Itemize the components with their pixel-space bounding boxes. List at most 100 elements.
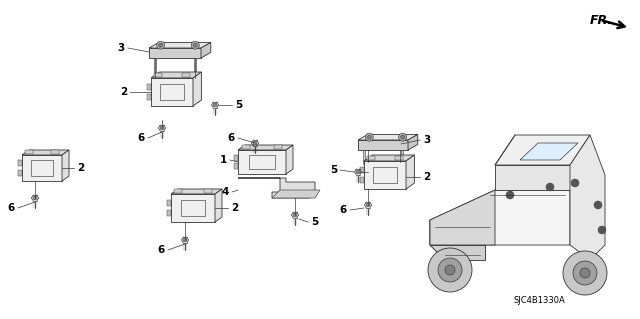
Polygon shape xyxy=(406,155,415,189)
Text: SJC4B1330A: SJC4B1330A xyxy=(513,296,565,305)
Polygon shape xyxy=(174,189,182,193)
Polygon shape xyxy=(430,190,495,245)
Circle shape xyxy=(183,238,187,242)
Polygon shape xyxy=(401,150,403,164)
Polygon shape xyxy=(149,48,201,58)
Polygon shape xyxy=(274,145,282,149)
Circle shape xyxy=(356,170,360,174)
Circle shape xyxy=(253,141,257,145)
Text: 2: 2 xyxy=(120,87,127,97)
Polygon shape xyxy=(25,150,33,154)
Polygon shape xyxy=(18,170,22,176)
Polygon shape xyxy=(238,145,293,150)
Circle shape xyxy=(33,196,37,200)
Polygon shape xyxy=(201,42,211,58)
Circle shape xyxy=(563,251,607,295)
Circle shape xyxy=(546,183,554,191)
Text: 3: 3 xyxy=(118,43,125,53)
Polygon shape xyxy=(395,156,403,160)
Circle shape xyxy=(598,226,606,234)
Polygon shape xyxy=(154,58,156,72)
Circle shape xyxy=(193,43,197,47)
Polygon shape xyxy=(242,145,250,149)
Circle shape xyxy=(213,103,217,107)
Polygon shape xyxy=(363,150,365,164)
Circle shape xyxy=(367,135,371,139)
Polygon shape xyxy=(495,135,590,165)
Text: 2: 2 xyxy=(231,203,238,213)
Polygon shape xyxy=(430,245,485,260)
Polygon shape xyxy=(204,189,212,193)
Circle shape xyxy=(365,133,373,141)
Polygon shape xyxy=(358,134,418,140)
Polygon shape xyxy=(147,94,151,100)
Polygon shape xyxy=(154,73,162,77)
Polygon shape xyxy=(194,58,196,72)
Circle shape xyxy=(445,265,455,275)
Circle shape xyxy=(473,208,481,216)
Polygon shape xyxy=(358,140,408,150)
Polygon shape xyxy=(234,163,238,169)
Circle shape xyxy=(159,43,163,47)
Polygon shape xyxy=(22,150,69,155)
Polygon shape xyxy=(238,178,315,198)
Text: 4: 4 xyxy=(221,187,229,197)
Circle shape xyxy=(399,133,406,141)
Text: 5: 5 xyxy=(330,165,337,175)
Polygon shape xyxy=(167,210,171,216)
Polygon shape xyxy=(171,189,222,194)
Polygon shape xyxy=(570,135,605,260)
Polygon shape xyxy=(360,167,364,173)
Text: 5: 5 xyxy=(311,217,318,227)
Polygon shape xyxy=(364,155,415,161)
Polygon shape xyxy=(238,150,286,174)
Text: 3: 3 xyxy=(423,135,430,145)
Circle shape xyxy=(580,268,590,278)
Polygon shape xyxy=(430,220,485,260)
Text: 6: 6 xyxy=(8,203,15,213)
Polygon shape xyxy=(151,72,202,78)
Polygon shape xyxy=(495,165,570,190)
Polygon shape xyxy=(193,72,202,106)
Text: 6: 6 xyxy=(157,245,165,255)
Circle shape xyxy=(571,179,579,187)
Circle shape xyxy=(157,41,164,49)
Polygon shape xyxy=(182,73,190,77)
Polygon shape xyxy=(167,200,171,206)
Polygon shape xyxy=(286,145,293,174)
Circle shape xyxy=(366,203,370,207)
Polygon shape xyxy=(51,150,60,154)
Polygon shape xyxy=(18,160,22,166)
Text: 6: 6 xyxy=(228,133,235,143)
Circle shape xyxy=(191,41,199,49)
Text: FR.: FR. xyxy=(590,13,613,26)
Circle shape xyxy=(160,126,164,130)
Polygon shape xyxy=(367,156,375,160)
Polygon shape xyxy=(520,143,578,160)
Circle shape xyxy=(573,261,597,285)
Text: 6: 6 xyxy=(340,205,347,215)
Polygon shape xyxy=(215,189,222,222)
Text: 5: 5 xyxy=(235,100,243,110)
Text: 2: 2 xyxy=(423,172,430,182)
Circle shape xyxy=(428,248,472,292)
Polygon shape xyxy=(364,161,406,189)
Polygon shape xyxy=(62,150,69,181)
Polygon shape xyxy=(408,134,418,150)
Text: 1: 1 xyxy=(220,155,227,165)
Polygon shape xyxy=(430,190,570,245)
Text: 2: 2 xyxy=(77,163,84,173)
Circle shape xyxy=(594,201,602,209)
Polygon shape xyxy=(234,155,238,161)
Circle shape xyxy=(293,213,297,217)
Text: 6: 6 xyxy=(138,133,145,143)
Polygon shape xyxy=(151,78,193,106)
Circle shape xyxy=(401,135,404,139)
Circle shape xyxy=(506,191,514,199)
Polygon shape xyxy=(171,194,215,222)
Polygon shape xyxy=(360,177,364,183)
Polygon shape xyxy=(149,42,211,48)
Polygon shape xyxy=(272,190,320,198)
Polygon shape xyxy=(147,84,151,90)
Polygon shape xyxy=(22,155,62,181)
